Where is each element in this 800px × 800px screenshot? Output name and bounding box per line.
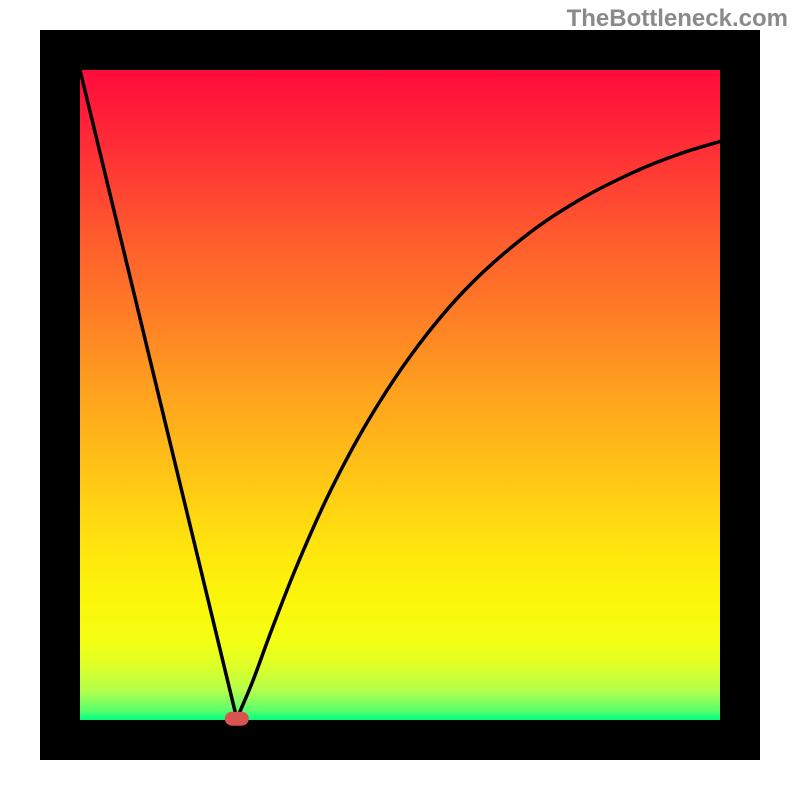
chart-container: { "watermark": { "text": "TheBottleneck.… <box>0 0 800 800</box>
watermark-text: TheBottleneck.com <box>567 5 788 33</box>
bottleneck-chart <box>0 0 800 800</box>
gradient-plot-area <box>80 70 720 720</box>
optimum-marker <box>225 712 249 726</box>
